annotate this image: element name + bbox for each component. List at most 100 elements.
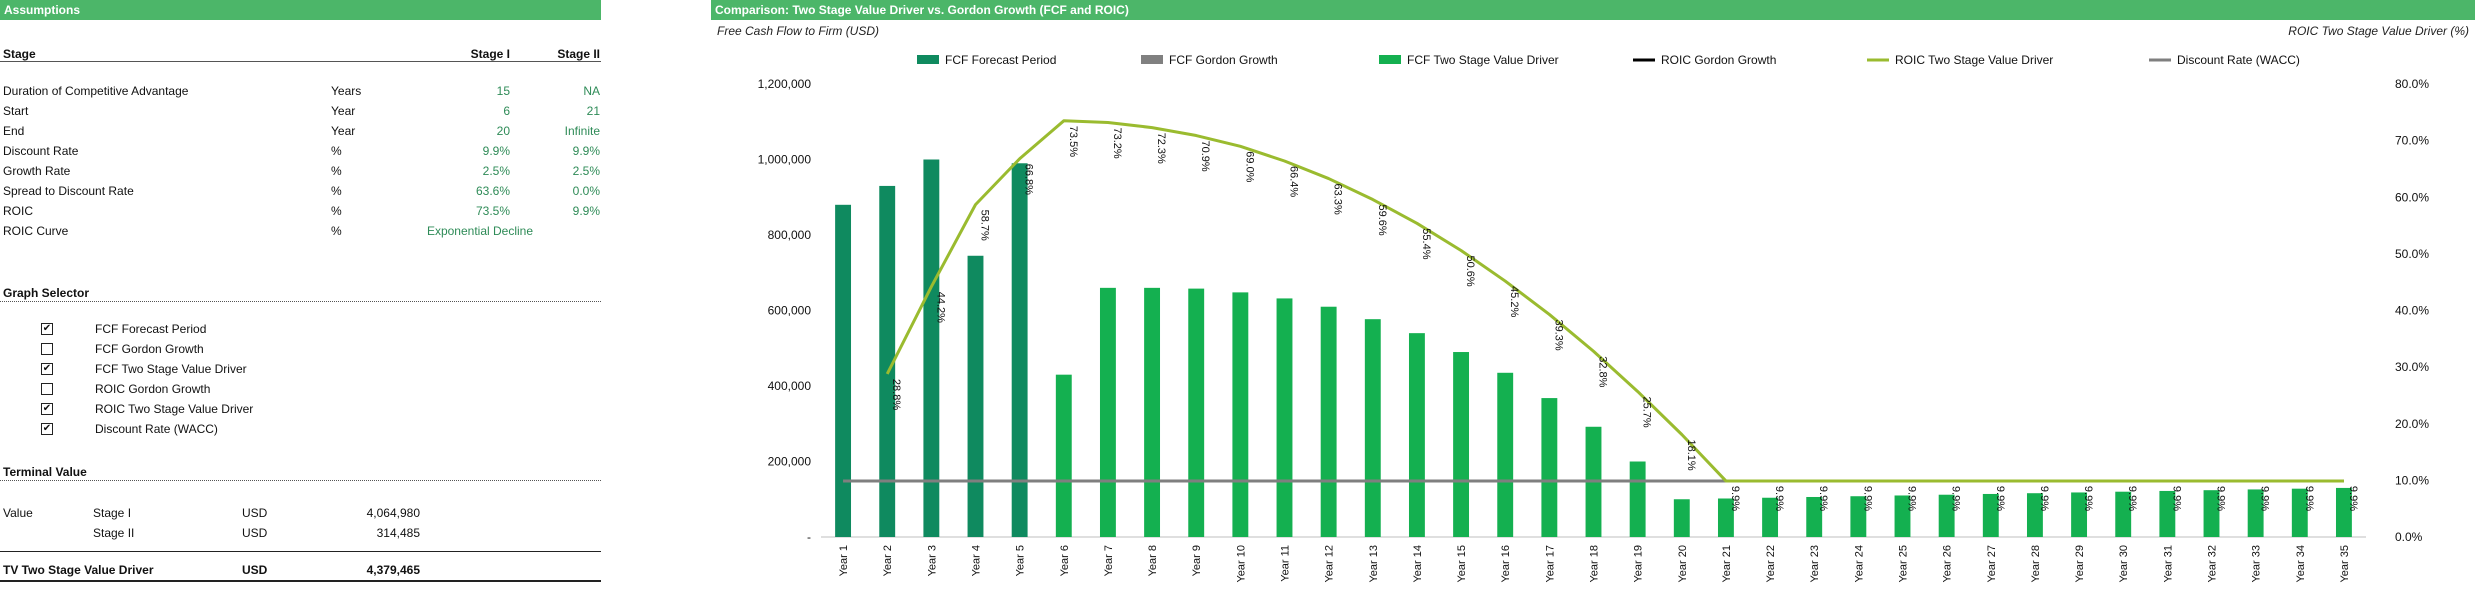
roic-data-label: 9.9% bbox=[1817, 486, 1829, 511]
y-right-tick-label: 0.0% bbox=[2395, 530, 2423, 544]
x-tick-label: Year 34 bbox=[2295, 545, 2307, 583]
legend-label: ROIC Two Stage Value Driver bbox=[1895, 53, 2053, 67]
stage-row-unit: % bbox=[331, 144, 342, 158]
stage-row-unit: Year bbox=[331, 124, 356, 138]
bar bbox=[1144, 287, 1161, 537]
assumptions-header: Assumptions bbox=[0, 0, 601, 20]
bar bbox=[1364, 319, 1381, 537]
stage-row-stage1-value: 63.6% bbox=[475, 184, 510, 198]
bar bbox=[1762, 497, 1779, 537]
tv-row1-stage: Stage I bbox=[93, 506, 132, 520]
roic-data-label: 9.9% bbox=[2126, 486, 2138, 511]
roic-data-label: 45.2% bbox=[1508, 286, 1520, 317]
x-tick-label: Year 22 bbox=[1765, 545, 1777, 583]
x-tick-label: Year 14 bbox=[1412, 545, 1424, 583]
x-tick-label: Year 32 bbox=[2207, 545, 2219, 583]
roic-data-label: 9.9% bbox=[1773, 486, 1785, 511]
y-right-tick-label: 20.0% bbox=[2395, 417, 2429, 431]
x-tick-label: Year 23 bbox=[1809, 545, 1821, 583]
stage-row-label: Growth Rate bbox=[3, 164, 71, 178]
roic-data-label: 9.9% bbox=[1906, 486, 1918, 511]
tv-row2-stage: Stage II bbox=[93, 526, 135, 540]
x-tick-label: Year 25 bbox=[1898, 545, 1910, 583]
tv-row1-label: Value bbox=[3, 506, 33, 520]
legend-label: FCF Gordon Growth bbox=[1169, 53, 1278, 67]
roic-data-label: 39.3% bbox=[1552, 319, 1564, 350]
y-left-tick-label: 400,000 bbox=[768, 379, 812, 393]
y-left-tick-label: 600,000 bbox=[768, 304, 812, 318]
bar bbox=[1453, 352, 1470, 537]
comparison-header: Comparison: Two Stage Value Driver vs. G… bbox=[711, 0, 2475, 20]
graph-selector-checkbox[interactable]: ✔ bbox=[41, 363, 53, 375]
graph-selector-checkbox[interactable]: ✔ bbox=[41, 403, 53, 415]
bar bbox=[2115, 491, 2132, 537]
stage-row-stage1-value: 20 bbox=[496, 124, 510, 138]
stage-row-stage2-value: 0.0% bbox=[572, 184, 600, 198]
bar bbox=[1188, 288, 1205, 537]
stage-row-unit: Year bbox=[331, 104, 356, 118]
graph-selector-checkbox[interactable] bbox=[41, 383, 53, 395]
stage-row-stage1-value: 15 bbox=[496, 84, 510, 98]
bar bbox=[1099, 287, 1116, 537]
bar bbox=[1276, 298, 1293, 537]
bar bbox=[2071, 492, 2088, 537]
y-left-tick-label: 800,000 bbox=[768, 228, 812, 242]
bar bbox=[1717, 498, 1734, 537]
stage-row-unit: % bbox=[331, 204, 342, 218]
roic-data-label: 70.9% bbox=[1199, 141, 1211, 172]
y-right-tick-label: 30.0% bbox=[2395, 360, 2429, 374]
bar bbox=[2291, 488, 2308, 537]
x-tick-label: Year 15 bbox=[1456, 545, 1468, 583]
stage-row-unit: % bbox=[331, 184, 342, 198]
bar bbox=[1497, 372, 1514, 537]
tv-row2-unit: USD bbox=[242, 526, 268, 540]
x-tick-label: Year 17 bbox=[1544, 545, 1556, 583]
roic-data-label: 9.9% bbox=[1861, 486, 1873, 511]
legend-swatch bbox=[917, 55, 939, 64]
bar bbox=[2247, 489, 2264, 537]
y-right-tick-label: 10.0% bbox=[2395, 473, 2429, 487]
stage-title: Stage bbox=[3, 47, 36, 61]
bar bbox=[1541, 398, 1558, 537]
x-tick-label: Year 5 bbox=[1015, 545, 1027, 576]
roic-data-label: 9.9% bbox=[2038, 486, 2050, 511]
roic-data-label: 55.4% bbox=[1420, 228, 1432, 259]
bar bbox=[2026, 493, 2043, 537]
roic-data-label: 18.1% bbox=[1685, 440, 1697, 471]
x-tick-label: Year 8 bbox=[1147, 545, 1159, 576]
bar bbox=[1629, 461, 1646, 537]
roic-data-label: 66.8% bbox=[1023, 164, 1035, 195]
x-tick-label: Year 12 bbox=[1324, 545, 1336, 583]
bar bbox=[1011, 163, 1028, 537]
graph-selector-divider bbox=[0, 301, 601, 302]
stage-row-stage2-value: 9.9% bbox=[572, 144, 600, 158]
x-tick-label: Year 19 bbox=[1633, 545, 1645, 583]
roic-data-label: 73.2% bbox=[1111, 128, 1123, 159]
x-tick-label: Year 30 bbox=[2118, 545, 2130, 583]
stage-row-unit: % bbox=[331, 224, 342, 238]
y-right-tick-label: 50.0% bbox=[2395, 247, 2429, 261]
tv-row1-unit: USD bbox=[242, 506, 268, 520]
x-tick-label: Year 4 bbox=[971, 545, 983, 576]
graph-selector-label: Discount Rate (WACC) bbox=[95, 422, 218, 436]
stage-row-label: ROIC Curve bbox=[3, 224, 69, 238]
roic-data-label: 9.9% bbox=[2215, 486, 2227, 511]
graph-selector-label: ROIC Gordon Growth bbox=[95, 382, 211, 396]
graph-selector-title: Graph Selector bbox=[3, 286, 90, 300]
stage-row-label: Spread to Discount Rate bbox=[3, 184, 134, 198]
roic-data-label: 63.3% bbox=[1332, 184, 1344, 215]
bar bbox=[1673, 499, 1690, 537]
stage1-col-header: Stage I bbox=[470, 47, 510, 61]
x-tick-label: Year 27 bbox=[1986, 545, 1998, 583]
graph-selector-checkbox[interactable] bbox=[41, 343, 53, 355]
legend-label: Discount Rate (WACC) bbox=[2177, 53, 2300, 67]
graph-selector-label: FCF Two Stage Value Driver bbox=[95, 362, 247, 376]
graph-selector-checkbox[interactable]: ✔ bbox=[41, 423, 53, 435]
roic-data-label: 59.6% bbox=[1376, 205, 1388, 236]
bar bbox=[1894, 495, 1911, 537]
graph-selector-label: FCF Forecast Period bbox=[95, 322, 207, 336]
stage-row-unit: Years bbox=[331, 84, 362, 98]
y-right-tick-label: 80.0% bbox=[2395, 77, 2429, 91]
stage-row-stage2-value: Infinite bbox=[564, 124, 600, 138]
graph-selector-checkbox[interactable]: ✔ bbox=[41, 323, 53, 335]
